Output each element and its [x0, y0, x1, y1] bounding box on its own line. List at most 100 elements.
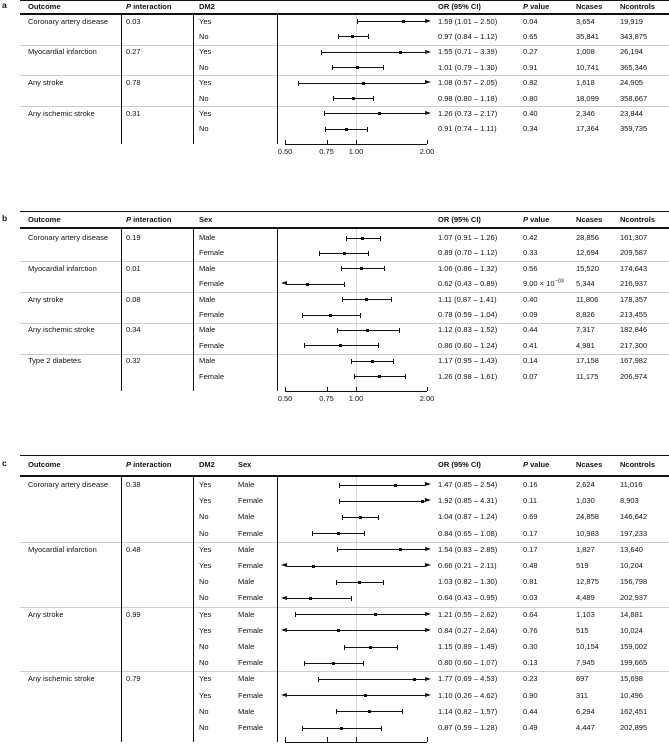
outcome-label: Type 2 diabetes: [28, 356, 81, 366]
subgroup2-label: Male: [238, 544, 255, 554]
ci-cap-right: [367, 250, 369, 256]
or-marker: [364, 694, 368, 698]
ci-arrow-left: [281, 628, 287, 632]
col-header-ncases: Ncases: [576, 2, 603, 11]
panel-label: a: [2, 0, 7, 10]
ci-cap-left: [325, 126, 327, 132]
axis-tick: [285, 386, 286, 392]
p-value-cell: 0.76: [523, 626, 538, 635]
ci-cap-right: [398, 327, 400, 333]
ncontrols-value: 159,002: [620, 642, 648, 651]
or-ci-value: 0.89 (0.70 – 1.12): [438, 248, 498, 258]
ncases-value: 515: [576, 625, 589, 635]
p-value: 0.49: [523, 723, 538, 732]
ci-cap-left: [336, 327, 338, 333]
ci-arrow-right: [425, 111, 431, 116]
outcome-label: Myocardial infarction: [28, 47, 97, 57]
axis-tick: [285, 737, 286, 742]
p-value-cell: 0.44: [523, 707, 538, 716]
or-marker: [370, 359, 374, 363]
subgroup-label: Female: [199, 310, 225, 319]
ci-cap-left: [339, 482, 341, 488]
ncontrols-value: 10,496: [620, 690, 643, 700]
outcome-label: Any stroke: [28, 294, 64, 304]
subgroup-label: No: [199, 528, 209, 538]
or-ci-value: 1.26 (0.73 – 2.17): [438, 108, 498, 118]
p-value-cell: 0.44: [523, 325, 538, 334]
p-value-cell: 0.23: [523, 674, 538, 683]
or-ci-value: 1.59 (1.01 – 2.50): [438, 16, 498, 26]
ncontrols-value: 14,881: [620, 609, 643, 619]
plot-left-border: [277, 227, 278, 392]
ci-line: [286, 565, 426, 567]
ci-cap-right: [366, 126, 368, 132]
p-value-cell: 0.40: [523, 109, 538, 118]
ci-arrow-right: [425, 563, 431, 568]
col-header-ncases: Ncases: [576, 460, 603, 469]
p-interaction-value: 0.03: [126, 16, 141, 26]
ncontrols-value: 202,937: [620, 593, 648, 603]
or-ci-value: 0.64 (0.43 – 0.95): [438, 593, 498, 603]
ci-line: [339, 500, 426, 502]
ncontrols-value: 174,643: [620, 263, 648, 273]
p-value: 0.07: [523, 371, 538, 381]
ci-line: [317, 678, 426, 680]
ci-line: [298, 82, 426, 84]
subgroup-label: No: [199, 642, 209, 651]
ci-line: [339, 484, 426, 486]
or-marker: [374, 613, 378, 617]
subgroup2-label: Female: [238, 593, 264, 603]
or-marker: [399, 50, 403, 54]
ci-cap-left: [301, 312, 303, 318]
ncontrols-value: 156,798: [620, 577, 648, 587]
p-value: 0.33: [523, 248, 538, 258]
p-value: 0.80: [523, 93, 538, 103]
p-value: 0.90: [523, 690, 538, 700]
or-marker: [368, 645, 372, 649]
ci-cap-right: [382, 579, 384, 585]
or-marker: [393, 483, 397, 487]
subgroup-label: Yes: [199, 480, 212, 489]
ci-cap-right: [402, 709, 404, 715]
ci-cap-left: [350, 358, 352, 364]
ncases-value: 11,806: [576, 294, 599, 304]
ci-cap-left: [320, 49, 322, 55]
or-marker: [402, 20, 405, 23]
ncases-value: 10,983: [576, 528, 599, 538]
ci-arrow-right: [425, 482, 431, 487]
p-value: 0.30: [523, 642, 538, 651]
axis-tick-label: 0.75: [319, 147, 334, 156]
p-value: 0.17: [523, 528, 538, 538]
ci-arrow-right: [425, 49, 431, 54]
p-value: 0.44: [523, 706, 538, 716]
p-value: 0.42: [523, 233, 538, 242]
col-header-or-ci: OR (95% CI): [438, 460, 481, 469]
ci-arrow-right: [425, 692, 431, 697]
p-value: 9.00 × 10: [523, 279, 555, 289]
ncases-value: 15,520: [576, 263, 599, 273]
group-separator: [20, 671, 669, 673]
or-ci-value: 0.91 (0.74 – 1.11): [438, 124, 497, 134]
outcome-label: Coronary artery disease: [28, 480, 109, 489]
ci-cap-left: [341, 297, 343, 303]
column-divider-pinteraction: [193, 13, 194, 144]
or-ci-value: 1.14 (0.82 – 1.57): [438, 706, 498, 716]
subgroup-label: Yes: [199, 625, 212, 635]
ncontrols-value: 11,016: [620, 480, 643, 489]
ci-arrow-right: [425, 611, 431, 616]
or-ci-value: 1.11 (0.87 – 1.41): [438, 294, 497, 304]
ncontrols-value: 15,698: [620, 674, 643, 684]
ci-cap-right: [396, 644, 398, 650]
or-marker: [351, 35, 355, 39]
subgroup2-label: Female: [238, 561, 264, 570]
or-ci-value: 1.26 (0.98 – 1.61): [438, 371, 498, 381]
ci-line: [286, 695, 426, 697]
ncases-value: 11,175: [576, 371, 599, 381]
axis-tick-label: 1.00: [348, 147, 364, 156]
p-value: 0.69: [523, 512, 538, 522]
table-top-rule: [20, 455, 669, 456]
subgroup-label: Yes: [199, 690, 212, 700]
ci-line: [294, 614, 426, 616]
p-value-cell: 0.16: [523, 480, 538, 489]
group-separator: [20, 261, 669, 263]
